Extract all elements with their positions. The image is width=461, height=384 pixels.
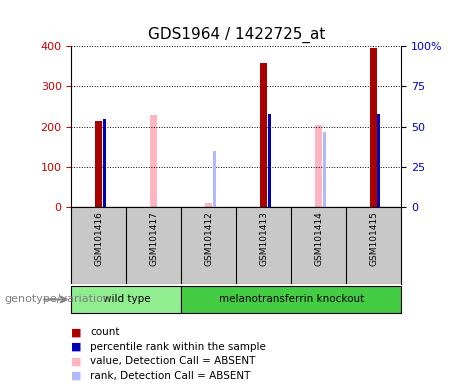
Text: melanotransferrin knockout: melanotransferrin knockout bbox=[219, 294, 364, 304]
Bar bbox=[71, 286, 181, 313]
Text: GSM101416: GSM101416 bbox=[95, 211, 103, 266]
Text: rank, Detection Call = ABSENT: rank, Detection Call = ABSENT bbox=[90, 371, 250, 381]
Bar bbox=[260, 63, 267, 207]
Text: percentile rank within the sample: percentile rank within the sample bbox=[90, 342, 266, 352]
Bar bbox=[95, 121, 102, 207]
Bar bbox=[150, 114, 157, 207]
Bar bbox=[205, 204, 213, 207]
Bar bbox=[315, 125, 322, 207]
Text: GSM101415: GSM101415 bbox=[369, 211, 378, 266]
Bar bbox=[213, 151, 216, 207]
Text: count: count bbox=[90, 327, 119, 337]
Bar bbox=[378, 114, 380, 207]
Bar bbox=[103, 119, 106, 207]
Text: ■: ■ bbox=[71, 356, 82, 366]
Bar bbox=[181, 286, 401, 313]
Text: ■: ■ bbox=[71, 371, 82, 381]
Title: GDS1964 / 1422725_at: GDS1964 / 1422725_at bbox=[148, 27, 325, 43]
Text: ■: ■ bbox=[71, 342, 82, 352]
Text: GSM101417: GSM101417 bbox=[149, 211, 159, 266]
Bar bbox=[267, 114, 271, 207]
Text: GSM101413: GSM101413 bbox=[259, 211, 268, 266]
Text: genotype/variation: genotype/variation bbox=[5, 294, 111, 304]
Text: ■: ■ bbox=[71, 327, 82, 337]
Bar bbox=[370, 48, 377, 207]
Text: GSM101412: GSM101412 bbox=[204, 211, 213, 266]
Text: GSM101414: GSM101414 bbox=[314, 211, 323, 266]
Bar bbox=[323, 132, 325, 207]
Text: value, Detection Call = ABSENT: value, Detection Call = ABSENT bbox=[90, 356, 255, 366]
Text: wild type: wild type bbox=[103, 294, 150, 304]
